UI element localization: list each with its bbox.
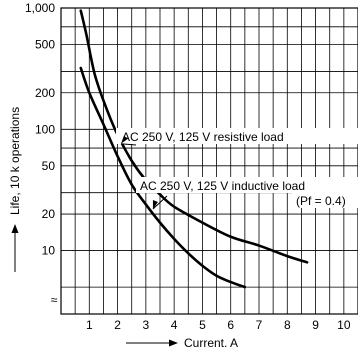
resistive-leader-arrow [120, 135, 128, 144]
y-axis-title: Life, 10 k operations [8, 107, 22, 272]
x-tick-label: 7 [256, 318, 263, 332]
x-tick-label: 6 [227, 318, 234, 332]
series-annotations: AC 250 V, 125 V resistive load AC 250 V, … [116, 128, 358, 210]
inductive-leader-arrow [152, 200, 158, 210]
x-tick-label: 3 [143, 318, 150, 332]
resistive-leader-line [120, 143, 137, 146]
y-axis-arrow-head [11, 224, 19, 233]
inductive-load-label: AC 250 V, 125 V inductive load [140, 179, 305, 193]
plot-frame [60, 7, 358, 315]
x-tick-label: 10 [337, 318, 351, 332]
y-tick-label: 50 [42, 159, 56, 173]
inductive-leader-line [152, 195, 168, 210]
x-tick-labels: 1 2 3 4 5 6 7 8 9 10 [86, 318, 351, 332]
x-tick-label: 8 [284, 318, 291, 332]
y-axis-label: Life, 10 k operations [8, 107, 22, 215]
y-tick-label: 10 [42, 244, 56, 258]
y-tick-label: 200 [35, 86, 55, 100]
inductive-label-background-2 [292, 193, 358, 208]
inductive-load-pf-label: (Pf = 0.4) [296, 194, 346, 208]
x-axis-label: Current. A [184, 336, 238, 350]
inductive-load-curve [79, 66, 247, 289]
x-tick-label: 9 [312, 318, 319, 332]
y-tick-label: 100 [35, 122, 55, 136]
x-tick-label: 4 [171, 318, 178, 332]
y-tick-label: 20 [42, 207, 56, 221]
inductive-label-background [136, 177, 358, 193]
grid [61, 8, 358, 314]
axis-break-symbol: ≈ [51, 293, 58, 307]
y-tick-label: 500 [35, 38, 55, 52]
x-tick-label: 2 [114, 318, 121, 332]
resistive-label-background [116, 128, 358, 144]
x-axis-title: Current. A [126, 336, 238, 350]
x-axis-arrow-head [169, 339, 178, 347]
x-tick-label: 1 [86, 318, 93, 332]
resistive-load-label: AC 250 V, 125 V resistive load [122, 130, 284, 144]
x-tick-label: 5 [199, 318, 206, 332]
y-tick-label: 1,000 [25, 1, 55, 15]
y-tick-labels: 10 20 50 100 200 500 1,000 [25, 1, 55, 258]
